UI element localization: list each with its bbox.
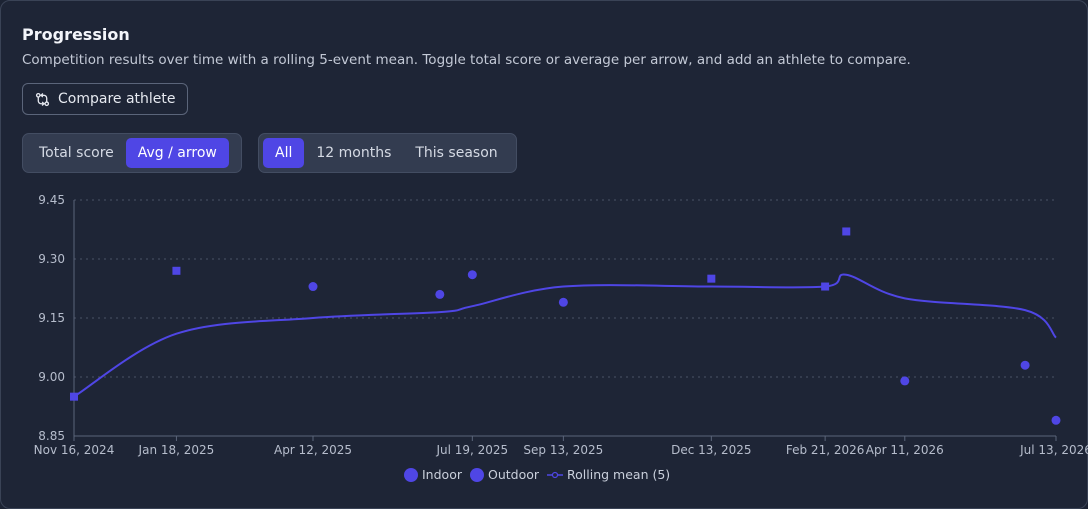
y-tick-label: 8.85 [38, 429, 65, 443]
card-title: Progression [22, 25, 130, 44]
compare-athlete-button[interactable]: Compare athlete [22, 83, 188, 115]
x-tick-label: Dec 13, 2025 [671, 443, 751, 457]
card-subtitle: Competition results over time with a rol… [22, 52, 911, 68]
range-this-season[interactable]: This season [415, 145, 498, 161]
range-toggle: All 12 months This season [258, 133, 517, 173]
outdoor-point [467, 270, 477, 280]
toggle-total-score[interactable]: Total score [39, 145, 114, 161]
indoor-swatch [404, 467, 418, 482]
y-tick-label: 9.15 [38, 311, 65, 325]
outdoor-point [558, 297, 568, 307]
y-tick-label: 9.45 [38, 193, 65, 207]
legend-item-indoor[interactable]: Indoor [404, 467, 462, 482]
rolling-mean-line [73, 273, 1057, 398]
indoor-point [172, 266, 181, 275]
x-tick-label: Nov 16, 2024 [34, 443, 115, 457]
compare-arrows-icon [35, 92, 50, 106]
legend-label-rolling-mean: Rolling mean (5) [567, 467, 671, 482]
outdoor-point [900, 376, 910, 386]
toggle-avg-per-arrow[interactable]: Avg / arrow [125, 138, 229, 168]
range-all[interactable]: All [263, 138, 305, 168]
y-tick-label: 9.00 [38, 370, 65, 384]
chart-legend: Indoor Outdoor Rolling mean (5) [404, 467, 678, 482]
range-12-months[interactable]: 12 months [316, 145, 392, 161]
indoor-point [707, 274, 716, 283]
rolling-mean-swatch [547, 471, 564, 478]
x-tick-label: Apr 12, 2025 [274, 443, 352, 457]
outdoor-swatch [469, 467, 484, 482]
legend-label-indoor: Indoor [422, 467, 462, 482]
x-tick-label: Jul 13, 2026 [1019, 443, 1088, 457]
x-tick-label: Apr 11, 2026 [866, 443, 944, 457]
outdoor-point [1020, 360, 1030, 370]
metric-toggle: Total score Avg / arrow [22, 133, 242, 173]
x-tick-label: Sep 13, 2025 [523, 443, 603, 457]
x-tick-label: Jul 19, 2025 [435, 443, 508, 457]
indoor-point [70, 392, 78, 401]
outdoor-point [435, 289, 445, 299]
indoor-point [821, 282, 830, 291]
outdoor-point [308, 282, 318, 292]
outdoor-point [1051, 415, 1061, 425]
indoor-point [842, 227, 851, 236]
legend-item-outdoor[interactable]: Outdoor [469, 467, 540, 482]
legend-item-rolling-mean[interactable]: Rolling mean (5) [547, 467, 670, 482]
x-tick-label: Feb 21, 2026 [786, 443, 865, 457]
legend-label-outdoor: Outdoor [487, 467, 540, 482]
x-tick-label: Jan 18, 2025 [138, 443, 215, 457]
y-tick-label: 9.30 [38, 252, 65, 266]
compare-athlete-label: Compare athlete [58, 91, 176, 107]
